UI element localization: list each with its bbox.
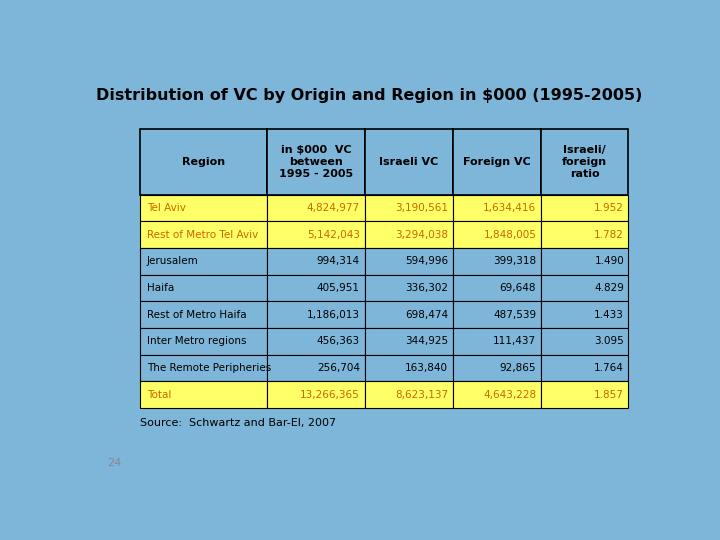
Text: 69,648: 69,648: [500, 283, 536, 293]
Text: Haifa: Haifa: [147, 283, 174, 293]
Bar: [453, 195, 541, 221]
Text: 5,142,043: 5,142,043: [307, 230, 360, 240]
Bar: [267, 129, 365, 195]
Bar: [365, 221, 453, 248]
Bar: [541, 381, 629, 408]
Bar: [267, 301, 365, 328]
Text: 163,840: 163,840: [405, 363, 449, 373]
Bar: [453, 129, 541, 195]
Text: 3,190,561: 3,190,561: [395, 203, 449, 213]
Bar: [140, 301, 267, 328]
Bar: [267, 328, 365, 355]
Text: Inter Metro regions: Inter Metro regions: [147, 336, 246, 346]
Text: 3.095: 3.095: [594, 336, 624, 346]
Bar: [365, 195, 453, 221]
Bar: [541, 275, 629, 301]
Bar: [140, 355, 267, 381]
Bar: [140, 328, 267, 355]
Bar: [267, 275, 365, 301]
Bar: [541, 129, 629, 195]
Bar: [267, 195, 365, 221]
Bar: [541, 355, 629, 381]
Text: in $000  VC
between
1995 - 2005: in $000 VC between 1995 - 2005: [279, 145, 353, 179]
Text: 8,623,137: 8,623,137: [395, 389, 449, 400]
Bar: [453, 275, 541, 301]
Text: 24: 24: [107, 458, 121, 468]
Bar: [453, 355, 541, 381]
Bar: [365, 129, 453, 195]
Text: 92,865: 92,865: [500, 363, 536, 373]
Bar: [365, 355, 453, 381]
Bar: [140, 195, 267, 221]
Text: Israeli VC: Israeli VC: [379, 157, 438, 167]
Text: 1.764: 1.764: [594, 363, 624, 373]
Text: 1.490: 1.490: [594, 256, 624, 266]
Bar: [365, 248, 453, 275]
Text: Distribution of VC by Origin and Region in $000 (1995-2005): Distribution of VC by Origin and Region …: [96, 87, 642, 103]
Text: Total: Total: [147, 389, 171, 400]
Bar: [365, 381, 453, 408]
Text: 1,186,013: 1,186,013: [307, 309, 360, 320]
Text: 594,996: 594,996: [405, 256, 449, 266]
Text: 4,643,228: 4,643,228: [483, 389, 536, 400]
Bar: [140, 381, 267, 408]
Text: Tel Aviv: Tel Aviv: [147, 203, 186, 213]
Text: 336,302: 336,302: [405, 283, 449, 293]
Bar: [453, 221, 541, 248]
Text: 994,314: 994,314: [317, 256, 360, 266]
Bar: [267, 355, 365, 381]
Text: 698,474: 698,474: [405, 309, 449, 320]
Bar: [541, 328, 629, 355]
Bar: [453, 328, 541, 355]
Text: The Remote Peripheries: The Remote Peripheries: [147, 363, 271, 373]
Text: Source:  Schwartz and Bar-El, 2007: Source: Schwartz and Bar-El, 2007: [140, 418, 336, 428]
Bar: [541, 301, 629, 328]
Text: 399,318: 399,318: [493, 256, 536, 266]
Text: 4.829: 4.829: [594, 283, 624, 293]
Text: 1.433: 1.433: [594, 309, 624, 320]
Text: Region: Region: [182, 157, 225, 167]
Text: Foreign VC: Foreign VC: [463, 157, 531, 167]
Text: 1.857: 1.857: [594, 389, 624, 400]
Text: 456,363: 456,363: [317, 336, 360, 346]
Text: Rest of Metro Tel Aviv: Rest of Metro Tel Aviv: [147, 230, 258, 240]
Bar: [267, 381, 365, 408]
Text: 256,704: 256,704: [317, 363, 360, 373]
Text: Jerusalem: Jerusalem: [147, 256, 198, 266]
Bar: [140, 129, 267, 195]
Bar: [365, 275, 453, 301]
Bar: [365, 328, 453, 355]
Text: 405,951: 405,951: [317, 283, 360, 293]
Text: Israeli/
foreign
ratio: Israeli/ foreign ratio: [562, 145, 607, 179]
Bar: [140, 221, 267, 248]
Bar: [453, 381, 541, 408]
Bar: [267, 248, 365, 275]
Bar: [541, 195, 629, 221]
Text: 344,925: 344,925: [405, 336, 449, 346]
Bar: [541, 248, 629, 275]
Text: 111,437: 111,437: [493, 336, 536, 346]
Text: 3,294,038: 3,294,038: [395, 230, 449, 240]
Bar: [140, 275, 267, 301]
Text: 487,539: 487,539: [493, 309, 536, 320]
Text: 1,634,416: 1,634,416: [483, 203, 536, 213]
Text: 13,266,365: 13,266,365: [300, 389, 360, 400]
Text: Rest of Metro Haifa: Rest of Metro Haifa: [147, 309, 246, 320]
Bar: [365, 301, 453, 328]
Bar: [453, 248, 541, 275]
Bar: [267, 221, 365, 248]
Text: 1.782: 1.782: [594, 230, 624, 240]
Bar: [140, 248, 267, 275]
Text: 4,824,977: 4,824,977: [307, 203, 360, 213]
Bar: [541, 221, 629, 248]
Bar: [453, 301, 541, 328]
Text: 1.952: 1.952: [594, 203, 624, 213]
Text: 1,848,005: 1,848,005: [483, 230, 536, 240]
